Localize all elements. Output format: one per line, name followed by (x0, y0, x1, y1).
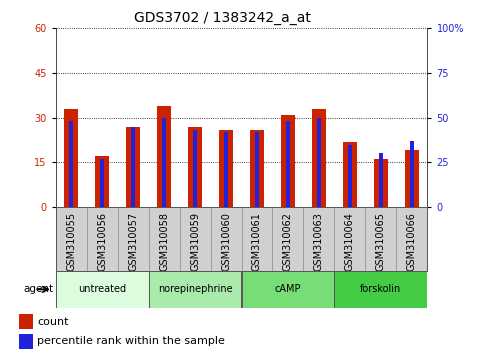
Text: percentile rank within the sample: percentile rank within the sample (37, 336, 225, 346)
Bar (131, 127, 135, 207)
Bar (100, 159, 104, 207)
Bar (69, 121, 73, 207)
Bar (317, 118, 321, 207)
Bar (343, 142, 357, 207)
Text: GSM310064: GSM310064 (345, 212, 355, 271)
Bar (162, 118, 166, 207)
Text: agent: agent (23, 284, 53, 295)
Bar (19, 314, 33, 329)
Text: GSM310063: GSM310063 (314, 212, 324, 271)
Bar (348, 144, 352, 207)
Bar (374, 159, 388, 207)
Text: count: count (37, 316, 69, 327)
Bar (410, 141, 414, 207)
Text: norepinephrine: norepinephrine (157, 284, 232, 295)
Text: GSM310062: GSM310062 (283, 212, 293, 271)
Bar (286, 121, 290, 207)
Bar (379, 154, 383, 207)
Bar (312, 109, 326, 207)
Bar (242, 271, 334, 308)
Text: GSM310060: GSM310060 (221, 212, 231, 271)
Text: cAMP: cAMP (275, 284, 301, 295)
Bar (95, 156, 109, 207)
Text: GSM310061: GSM310061 (252, 212, 262, 271)
Bar (405, 150, 419, 207)
Bar (188, 127, 202, 207)
Text: GDS3702 / 1383242_a_at: GDS3702 / 1383242_a_at (134, 11, 312, 25)
Text: forskolin: forskolin (360, 284, 401, 295)
Text: GSM310056: GSM310056 (97, 212, 107, 271)
Bar (219, 130, 233, 207)
Text: GSM310066: GSM310066 (407, 212, 417, 271)
Bar (224, 132, 228, 207)
Text: untreated: untreated (78, 284, 126, 295)
Bar (334, 271, 427, 308)
Bar (56, 271, 149, 308)
Bar (255, 132, 259, 207)
Bar (281, 115, 295, 207)
Text: GSM310057: GSM310057 (128, 212, 138, 271)
Text: GSM310059: GSM310059 (190, 212, 200, 271)
Text: GSM310055: GSM310055 (66, 212, 76, 271)
Bar (19, 334, 33, 348)
Bar (149, 271, 242, 308)
Bar (64, 109, 78, 207)
Bar (157, 106, 171, 207)
Text: GSM310058: GSM310058 (159, 212, 169, 271)
Text: GSM310065: GSM310065 (376, 212, 386, 271)
Bar (193, 130, 197, 207)
Bar (250, 130, 264, 207)
Bar (126, 127, 140, 207)
